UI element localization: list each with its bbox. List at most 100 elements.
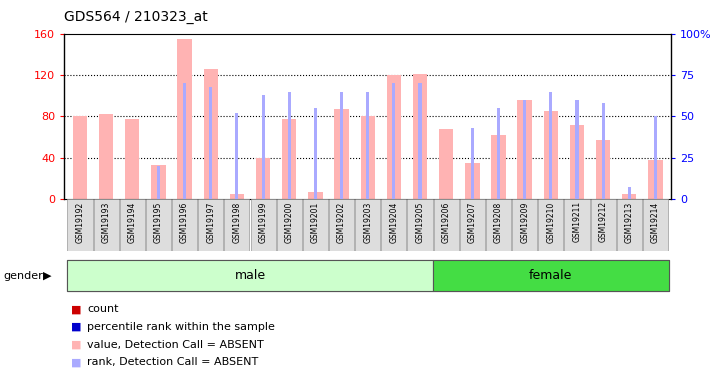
FancyBboxPatch shape [94, 199, 119, 251]
Text: female: female [529, 269, 573, 282]
FancyBboxPatch shape [67, 260, 433, 291]
Bar [518, 100, 532, 199]
Bar [523, 100, 526, 199]
Bar [413, 74, 427, 199]
Text: GSM19205: GSM19205 [416, 201, 425, 243]
Bar [334, 109, 348, 199]
Bar [602, 103, 605, 199]
Bar [596, 140, 610, 199]
FancyBboxPatch shape [67, 199, 93, 251]
Text: gender: gender [4, 271, 44, 280]
Text: GSM19200: GSM19200 [285, 201, 293, 243]
Text: GSM19210: GSM19210 [546, 201, 555, 243]
Bar [183, 83, 186, 199]
Text: GSM19213: GSM19213 [625, 201, 634, 243]
Bar [622, 194, 636, 199]
FancyBboxPatch shape [67, 260, 668, 291]
Text: male: male [234, 269, 266, 282]
Text: GSM19203: GSM19203 [363, 201, 372, 243]
Bar [361, 116, 375, 199]
FancyBboxPatch shape [590, 199, 615, 251]
Text: value, Detection Call = ABSENT: value, Detection Call = ABSENT [87, 340, 264, 350]
FancyBboxPatch shape [355, 199, 381, 251]
Text: ■: ■ [71, 340, 82, 350]
FancyBboxPatch shape [251, 199, 276, 251]
FancyBboxPatch shape [433, 199, 458, 251]
FancyBboxPatch shape [146, 199, 171, 251]
Bar [288, 92, 291, 199]
Bar [628, 187, 631, 199]
Bar [439, 129, 453, 199]
Bar [465, 163, 480, 199]
Bar [392, 83, 396, 199]
Text: rank, Detection Call = ABSENT: rank, Detection Call = ABSENT [87, 357, 258, 367]
Text: GSM19209: GSM19209 [521, 201, 529, 243]
FancyBboxPatch shape [486, 199, 511, 251]
Bar [282, 119, 296, 199]
Bar [236, 113, 238, 199]
FancyBboxPatch shape [303, 199, 328, 251]
Bar [654, 116, 657, 199]
Text: percentile rank within the sample: percentile rank within the sample [87, 322, 275, 332]
Bar [491, 135, 506, 199]
Bar [570, 124, 584, 199]
Bar [549, 92, 553, 199]
Text: GSM19206: GSM19206 [442, 201, 451, 243]
FancyBboxPatch shape [224, 199, 249, 251]
Bar [575, 100, 578, 199]
Bar [387, 75, 401, 199]
FancyBboxPatch shape [538, 199, 563, 251]
Text: GSM19211: GSM19211 [573, 201, 581, 243]
Text: ■: ■ [71, 322, 82, 332]
Bar [340, 92, 343, 199]
FancyBboxPatch shape [617, 199, 642, 251]
Bar [314, 108, 317, 199]
Bar [99, 114, 114, 199]
Text: GDS564 / 210323_at: GDS564 / 210323_at [64, 10, 208, 24]
FancyBboxPatch shape [120, 199, 145, 251]
Text: GSM19197: GSM19197 [206, 201, 215, 243]
Text: GSM19214: GSM19214 [651, 201, 660, 243]
Bar [543, 111, 558, 199]
Text: ■: ■ [71, 357, 82, 367]
Bar [209, 87, 212, 199]
FancyBboxPatch shape [172, 199, 197, 251]
FancyBboxPatch shape [329, 199, 354, 251]
Bar [256, 158, 271, 199]
Text: GSM19207: GSM19207 [468, 201, 477, 243]
Bar [366, 92, 369, 199]
Bar [497, 108, 500, 199]
Bar [151, 165, 166, 199]
Bar [471, 128, 474, 199]
FancyBboxPatch shape [460, 199, 485, 251]
Text: GSM19204: GSM19204 [389, 201, 398, 243]
Text: GSM19196: GSM19196 [180, 201, 189, 243]
Text: ■: ■ [71, 304, 82, 314]
FancyBboxPatch shape [276, 199, 302, 251]
Bar [157, 166, 160, 199]
Text: GSM19198: GSM19198 [233, 201, 241, 243]
Text: count: count [87, 304, 119, 314]
Text: GSM19212: GSM19212 [598, 201, 608, 243]
FancyBboxPatch shape [408, 199, 433, 251]
FancyBboxPatch shape [198, 199, 223, 251]
Bar [261, 95, 265, 199]
Bar [308, 192, 323, 199]
Text: GSM19208: GSM19208 [494, 201, 503, 243]
Text: GSM19199: GSM19199 [258, 201, 268, 243]
FancyBboxPatch shape [381, 199, 406, 251]
Bar [73, 116, 87, 199]
FancyBboxPatch shape [512, 199, 537, 251]
Text: ▶: ▶ [43, 271, 51, 280]
FancyBboxPatch shape [433, 260, 668, 291]
Text: GSM19202: GSM19202 [337, 201, 346, 243]
Bar [177, 39, 192, 199]
Text: GSM19193: GSM19193 [101, 201, 111, 243]
Bar [203, 69, 218, 199]
Bar [230, 194, 244, 199]
Text: GSM19195: GSM19195 [154, 201, 163, 243]
Bar [125, 119, 139, 199]
Text: GSM19201: GSM19201 [311, 201, 320, 243]
FancyBboxPatch shape [565, 199, 590, 251]
Bar [418, 83, 421, 199]
